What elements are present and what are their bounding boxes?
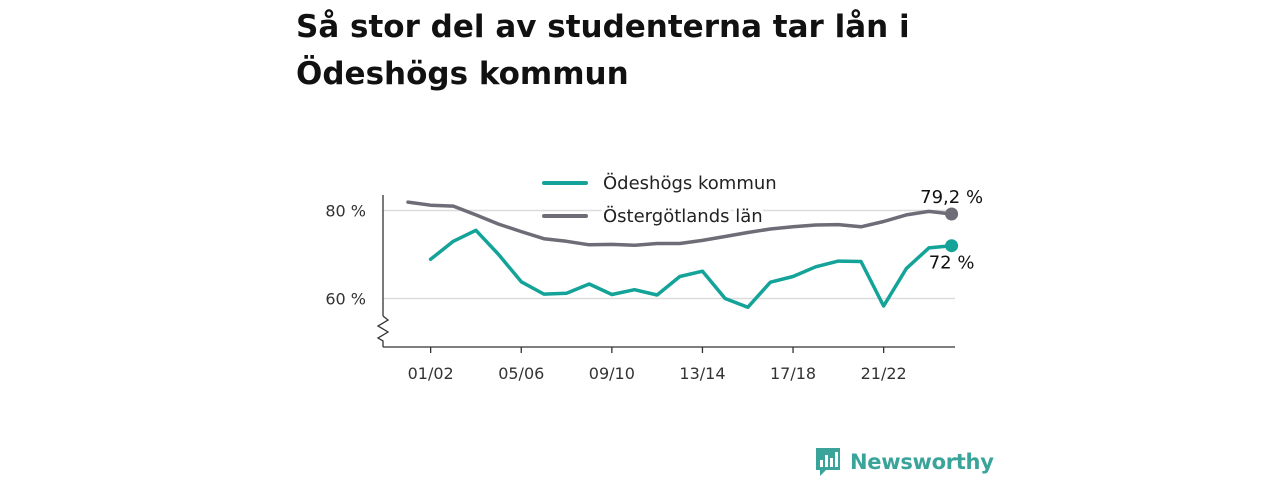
end-labels: 79,2 % 72 % <box>920 187 983 274</box>
brand-name: Newsworthy <box>850 450 994 474</box>
x-tick-label: 21/22 <box>861 364 907 383</box>
chart-title: Så stor del av studenterna tar lån i Öde… <box>296 9 910 92</box>
x-tick-label: 01/02 <box>408 364 454 383</box>
y-axis-labels: 60 % 80 % <box>325 202 366 309</box>
series-line-1 <box>406 200 954 248</box>
y-tick-label: 60 % <box>325 290 366 309</box>
series-end-point-0 <box>945 239 959 253</box>
series-line-0 <box>428 228 954 310</box>
series-lines <box>406 200 959 310</box>
x-axis: 01/02 05/06 09/10 13/14 17/18 21/22 <box>376 195 955 383</box>
x-tick-label: 09/10 <box>589 364 635 383</box>
axis-break-icon <box>376 315 390 347</box>
x-tick-label: 13/14 <box>679 364 725 383</box>
newsworthy-logo: Newsworthy <box>814 446 994 478</box>
legend-label-halo: Östergötlands län <box>603 205 763 227</box>
series-end-point-1 <box>945 207 959 221</box>
legend-label-halo: Ödeshögs kommun <box>603 172 777 194</box>
x-tick-label: 17/18 <box>770 364 816 383</box>
x-tick-label: 05/06 <box>498 364 544 383</box>
end-label-1: 79,2 % <box>920 187 983 208</box>
end-label-0: 72 % <box>929 253 975 274</box>
newsworthy-logo-icon <box>816 448 840 476</box>
gridlines <box>383 209 955 300</box>
legend-label-1: Östergötlands län <box>603 205 763 227</box>
legend-label-0: Ödeshögs kommun <box>603 172 777 194</box>
y-tick-label: 80 % <box>325 202 366 221</box>
